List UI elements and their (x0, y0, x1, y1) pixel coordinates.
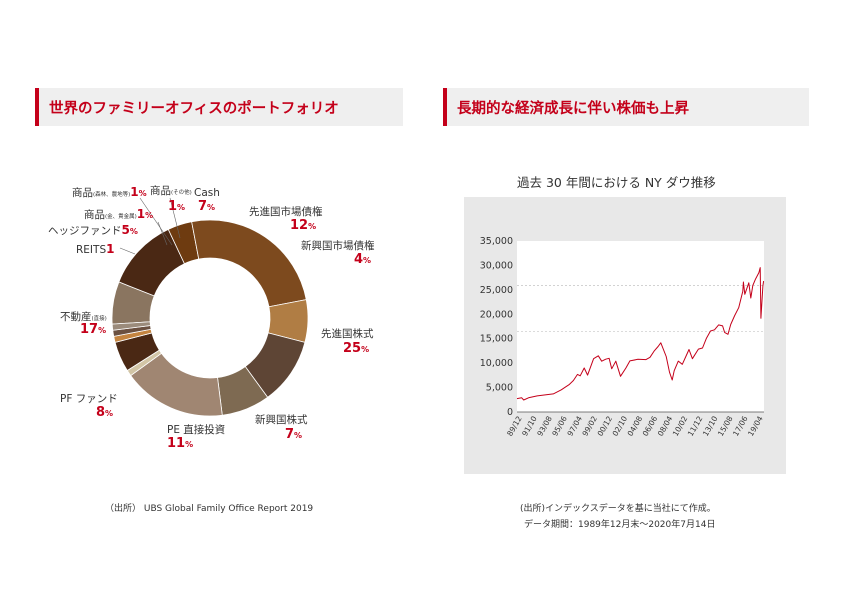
label-real-estate: 不動産(直接) (60, 311, 107, 325)
pct-reits: 1 (106, 242, 114, 256)
label-text: 商品 (72, 187, 93, 199)
label-text: 不動産 (60, 311, 92, 323)
pct-value: 1 (106, 242, 115, 256)
leader-commodity-other (169, 197, 181, 239)
label-pe-direct: PE 直接投資 (167, 424, 226, 436)
pct-pe-direct: 11% (167, 437, 193, 452)
label-text: 商品 (84, 209, 105, 221)
label-commodity-metals: 商品(金、貴金属)1% (84, 207, 153, 223)
y-tick-label: 0 (507, 407, 513, 418)
label-note: (金、貴金属) (105, 214, 137, 220)
y-tick-label: 5,000 (486, 383, 513, 394)
pct-value: 7 (285, 427, 295, 442)
x-tick-label: 19/04 (746, 414, 765, 437)
y-tick-label: 35,000 (480, 236, 513, 247)
pct-unit: % (138, 189, 147, 198)
pct-cash: 7% (198, 200, 215, 215)
portfolio-section-title: 世界のファミリーオフィスのポートフォリオ (49, 101, 339, 117)
pct-unit: % (105, 409, 114, 418)
label-note: (直接) (91, 316, 107, 322)
pct-pf-fund: 8% (96, 406, 113, 421)
plot-area (517, 241, 764, 412)
pct-value: 17 (80, 322, 99, 337)
pct-commodity-metals: 1% (137, 207, 153, 221)
pct-value: 25 (343, 341, 362, 356)
donut-slice-12 (111, 321, 151, 331)
label-commodity-land: 商品(森林、農地等)1% (72, 185, 147, 201)
label-note: (森林、農地等) (93, 192, 131, 198)
pct-unit: % (129, 227, 138, 236)
pct-commodity-other: 1% (168, 200, 185, 215)
dow-series-line (516, 267, 765, 401)
pct-em-equity: 7% (285, 428, 302, 443)
pct-value: 1 (168, 199, 178, 214)
pct-dm-bonds: 12% (290, 219, 316, 234)
dow-chart-title: 過去 30 年間における NY ダウ推移 (517, 175, 716, 190)
leader-commodity-land (139, 197, 173, 246)
leader-commodity-metals (157, 221, 168, 246)
leader-reits (119, 247, 136, 255)
label-hedge-fund: ヘッジファンド5% (48, 223, 138, 239)
dow-line-chart: 0 5,000 10,000 15,000 20,000 25,000 30,000 35,0… (480, 236, 765, 438)
label-em-equity: 新興国株式 (255, 414, 308, 426)
pct-unit: % (145, 211, 154, 220)
label-dm-bonds: 先進国市場債権 (249, 206, 323, 218)
pct-commodity-land: 1% (130, 185, 146, 199)
y-tick-label: 25,000 (480, 285, 513, 296)
label-text: REITS (76, 244, 107, 256)
y-tick-label: 30,000 (480, 260, 513, 271)
label-text: 商品 (150, 185, 171, 197)
y-tick-label: 20,000 (480, 309, 513, 320)
section-accent-bar (35, 88, 39, 126)
pct-dm-equity: 25% (343, 342, 369, 357)
label-reits: REITS1 (76, 242, 114, 256)
pct-value: 7 (198, 199, 208, 214)
pct-unit: % (308, 222, 317, 231)
pct-value: 12 (290, 218, 309, 233)
label-em-bonds: 新興国市場債権 (301, 240, 375, 252)
label-dm-equity: 先進国株式 (321, 328, 374, 340)
pct-value: 11 (167, 436, 186, 451)
portfolio-section-header: 世界のファミリーオフィスのポートフォリオ (35, 88, 403, 126)
label-commodity-other: 商品(その他) (150, 185, 192, 199)
pct-unit: % (361, 345, 370, 354)
pct-unit: % (185, 440, 194, 449)
pct-real-estate: 17% (80, 323, 106, 338)
pct-unit: % (207, 203, 216, 212)
pct-value: 1 (130, 185, 139, 199)
label-note: (その他) (171, 190, 192, 196)
dow-source-note-2: データ期間：1989年12月末〜2020年7月14日 (524, 520, 716, 530)
pct-value: 4 (354, 252, 364, 267)
pct-unit: % (294, 431, 303, 440)
pct-value: 5 (121, 223, 130, 237)
label-pf-fund: PF ファンド (60, 393, 118, 405)
pct-unit: % (177, 203, 186, 212)
pct-unit: % (363, 256, 372, 265)
pct-value: 8 (96, 405, 106, 420)
label-text: ヘッジファンド (48, 225, 122, 237)
pct-unit: % (98, 326, 107, 335)
dow-section-header: 長期的な経済成長に伴い株価も上昇 (443, 88, 809, 126)
section-accent-bar (443, 88, 447, 126)
label-cash: Cash (194, 187, 220, 199)
portfolio-source-note: （出所） UBS Global Family Office Report 201… (105, 504, 314, 514)
pct-hedge-fund: 5% (122, 223, 138, 237)
dow-section-title: 長期的な経済成長に伴い株価も上昇 (457, 101, 689, 117)
pct-em-bonds: 4% (354, 253, 371, 268)
y-tick-label: 15,000 (480, 334, 513, 345)
dow-source-note-1: (出所)インデックスデータを基に当社にて作成。 (520, 504, 716, 514)
y-tick-label: 10,000 (480, 358, 513, 369)
portfolio-donut-chart (111, 197, 309, 417)
pct-value: 1 (136, 207, 146, 221)
